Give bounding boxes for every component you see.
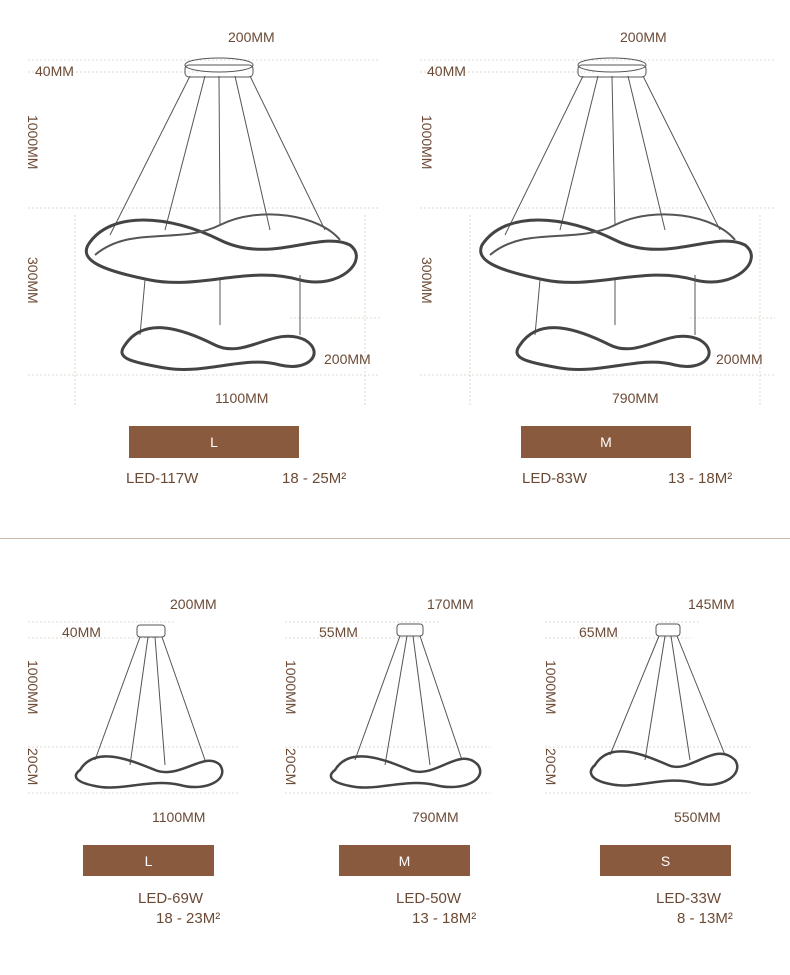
section-divider [0,538,790,539]
canopy-width-label: 145MM [688,596,735,612]
cable-length-label: 1000MM [419,115,435,170]
cable-length-label: 1000MM [543,660,559,715]
area-label: 13 - 18M² [668,470,733,487]
area-label: 18 - 23M² [156,910,221,927]
size-button-l[interactable]: L [83,845,214,876]
power-label: LED-50W [396,890,462,907]
lamp-top-right-drawing [479,57,753,372]
ring-height-label: 200MM [716,351,763,367]
canopy-height-label: 55MM [319,624,358,640]
canopy-width-label: 200MM [228,29,275,45]
canopy-height-label: 40MM [62,624,101,640]
cable-length-label: 1000MM [25,660,41,715]
size-button-m[interactable]: M [521,426,691,458]
lamp-top-left-drawing [84,57,358,372]
diameter-label: 1100MM [152,809,206,825]
cable-length-label: 1000MM [25,115,41,170]
lamp-bottom-2-drawing [329,623,482,789]
power-label: LED-117W [126,470,199,487]
power-label: LED-69W [138,890,204,907]
lamp-bottom-1-drawing [74,624,224,789]
diameter-label: 790MM [412,809,459,825]
tier-gap-label: 300MM [419,257,435,304]
canopy-height-label: 65MM [579,624,618,640]
power-label: LED-33W [656,890,722,907]
tier-gap-label: 300MM [25,257,41,304]
diameter-label: 550MM [674,809,721,825]
area-label: 18 - 25M² [282,470,347,487]
cable-length-label: 1000MM [283,660,299,715]
diameter-label: 790MM [612,390,659,406]
canopy-height-label: 40MM [35,63,74,79]
size-button-s[interactable]: S [600,845,731,876]
area-label: 13 - 18M² [412,910,477,927]
area-label: 8 - 13M² [677,910,733,927]
canopy-width-label: 170MM [427,596,474,612]
size-button-l[interactable]: L [129,426,299,458]
ring-height-label: 20CM [283,748,299,786]
diameter-label: 1100MM [215,390,269,406]
canopy-width-label: 200MM [620,29,667,45]
lamp-bottom-3-drawing [589,623,739,787]
ring-height-label: 200MM [324,351,371,367]
ring-height-label: 20CM [25,748,41,786]
canopy-height-label: 40MM [427,63,466,79]
size-button-m[interactable]: M [339,845,470,876]
canopy-width-label: 200MM [170,596,217,612]
ring-height-label: 20CM [543,748,559,786]
power-label: LED-83W [522,470,588,487]
